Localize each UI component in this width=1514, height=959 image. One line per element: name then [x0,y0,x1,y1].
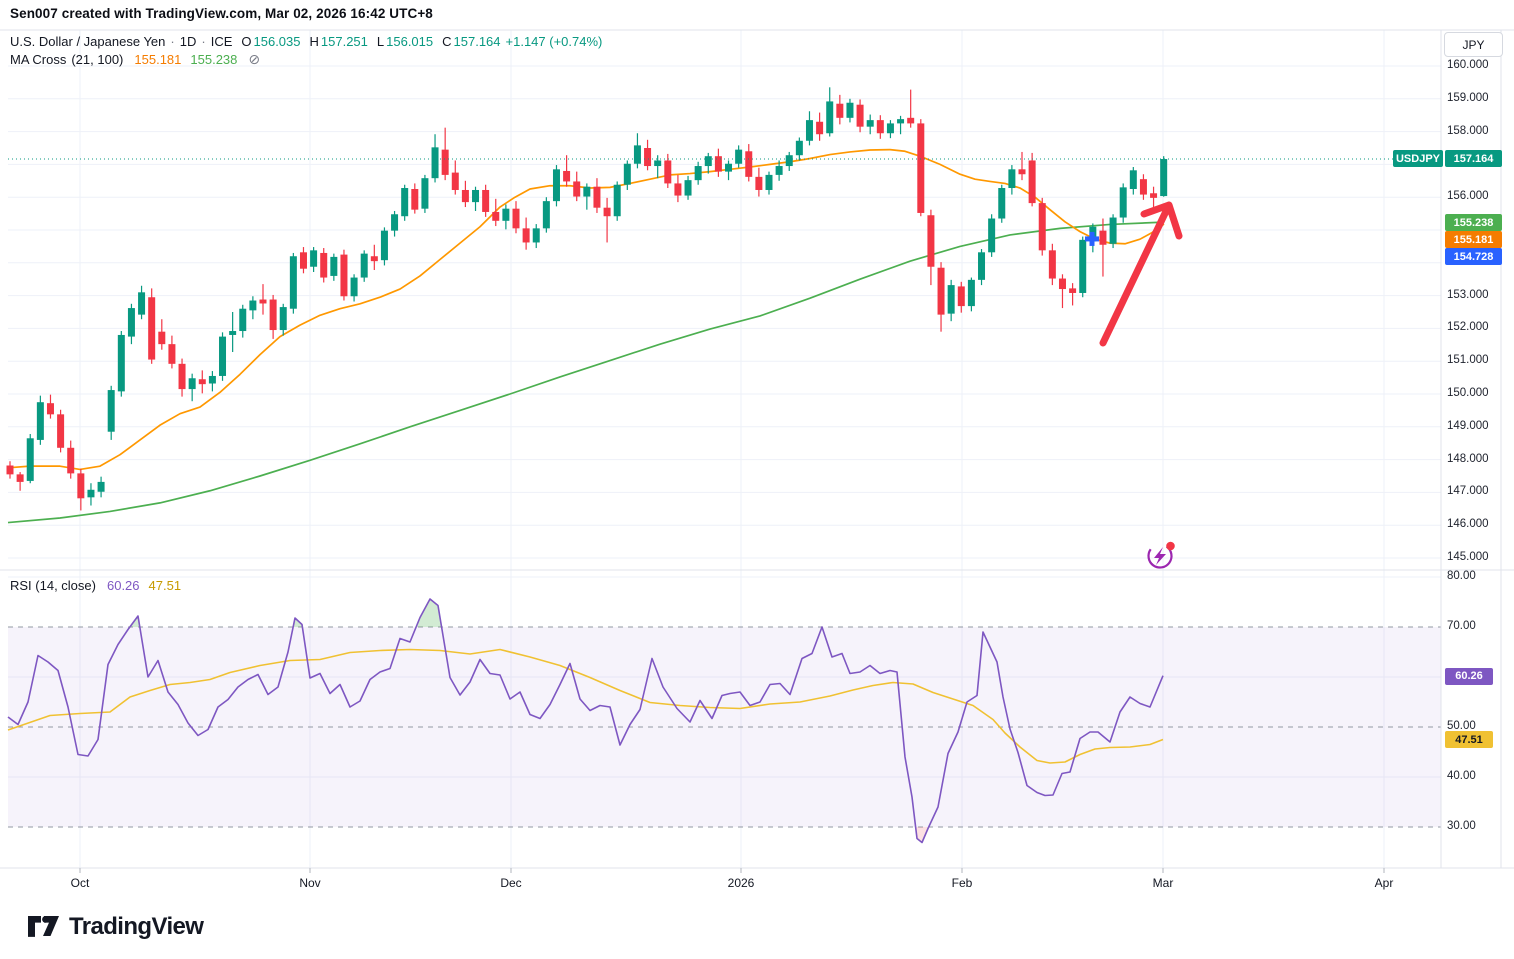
close-label: C [442,34,452,49]
high-value: 157.251 [320,34,368,49]
currency-toggle-button[interactable]: JPY [1444,32,1503,57]
ma-cross-label: MA Cross [10,52,67,67]
cross-price-badge: 154.728 [1445,248,1502,266]
rsi-tick[interactable]: 80.00 [1447,570,1476,582]
price-tick[interactable]: 148.000 [1447,452,1489,465]
open-value: 156.035 [253,34,301,49]
rsi-tick[interactable]: 40.00 [1447,770,1476,782]
low-value: 156.015 [386,34,434,49]
ma-cross-params: (21, 100) [71,52,124,67]
time-axis-label[interactable]: Oct [70,876,90,890]
price-tick[interactable]: 159.000 [1447,91,1489,104]
price-tick[interactable]: 149.000 [1447,419,1489,432]
price-tick[interactable]: 158.000 [1447,124,1489,137]
last-price-badge: 157.164 [1445,150,1502,167]
symbol-title: U.S. Dollar / Japanese Yen [10,34,166,49]
rsi-label: RSI (14, close) [10,578,96,593]
close-value: 157.164 [453,34,501,49]
time-axis-label[interactable]: 2026 [727,876,755,890]
ma-cross-legend[interactable]: MA Cross (21, 100) 155.181 155.238 ⊘ [10,51,260,68]
rsi-value: 60.26 [106,578,140,593]
ma-slow-badge: 155.238 [1445,214,1502,232]
price-tick[interactable]: 145.000 [1447,551,1489,563]
price-tick[interactable]: 147.000 [1447,485,1489,498]
price-tick[interactable]: 152.000 [1447,321,1489,334]
up-arrow-annotation [1099,201,1183,347]
separator-dot: · [170,34,175,49]
price-tick[interactable]: 156.000 [1447,190,1489,203]
time-axis-label[interactable]: Mar [1152,876,1174,890]
high-label: H [309,34,319,49]
rsi-ma-value: 47.51 [148,578,182,593]
time-axis-label[interactable]: Dec [500,876,522,890]
price-tick[interactable]: 151.000 [1447,354,1489,367]
tradingview-logo[interactable]: TradingView [28,913,204,941]
attribution-text: Sen007 created with TradingView.com, Mar… [10,6,433,21]
separator-dot: · [201,34,206,49]
candlestick-series [6,87,1168,511]
price-tick[interactable]: 153.000 [1447,288,1489,301]
rsi-tick[interactable]: 30.00 [1447,820,1476,832]
low-label: L [376,34,385,49]
price-tick[interactable]: 150.000 [1447,387,1489,399]
change-value: +1.147 (+0.74%) [505,34,603,49]
exchange-label: ICE [210,34,233,49]
symbol-chip-badge: USDJPY [1393,150,1443,167]
ma-fast-badge: 155.181 [1445,231,1502,249]
tradingview-logo-text: TradingView [69,913,204,940]
ma-slow-value: 155.238 [190,52,238,67]
rsi-ma-badge: 47.51 [1445,731,1493,749]
hide-indicator-icon[interactable]: ⊘ [248,51,261,67]
time-axis-label[interactable]: Nov [299,876,321,890]
ma-fast-value: 155.181 [134,52,182,67]
lightning-events-icon [1147,541,1175,569]
rsi-legend[interactable]: RSI (14, close) 60.26 47.51 [10,578,181,593]
price-tick[interactable]: 160.000 [1447,59,1489,71]
timeframe-label: 1D [179,34,197,49]
rsi-tick[interactable]: 50.00 [1447,720,1476,732]
rsi-value-badge: 60.26 [1445,667,1493,685]
rsi-tick[interactable]: 70.00 [1447,620,1476,632]
tradingview-logo-mark [28,916,59,937]
price-tick[interactable]: 146.000 [1447,518,1489,531]
time-axis-label[interactable]: Apr [1374,876,1394,890]
open-label: O [241,34,252,49]
time-axis-label[interactable]: Feb [951,876,973,890]
